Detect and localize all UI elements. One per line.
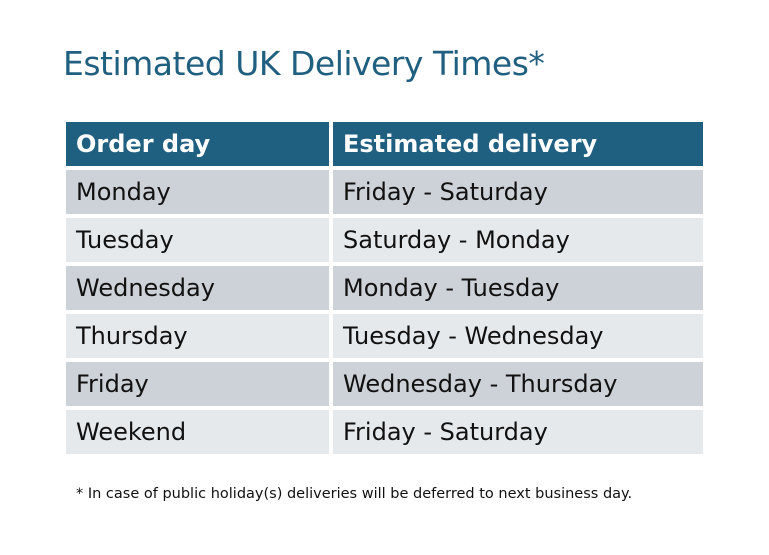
table-row: Wednesday Monday - Tuesday xyxy=(66,266,703,310)
order-day-cell: Tuesday xyxy=(66,218,329,262)
header-estimated-delivery: Estimated delivery xyxy=(333,122,703,166)
delivery-cell: Friday - Saturday xyxy=(333,410,703,454)
order-day-cell: Wednesday xyxy=(66,266,329,310)
order-day-cell: Thursday xyxy=(66,314,329,358)
delivery-cell: Monday - Tuesday xyxy=(333,266,703,310)
delivery-cell: Saturday - Monday xyxy=(333,218,703,262)
table-row: Weekend Friday - Saturday xyxy=(66,410,703,454)
table-row: Tuesday Saturday - Monday xyxy=(66,218,703,262)
order-day-cell: Friday xyxy=(66,362,329,406)
page-title: Estimated UK Delivery Times* xyxy=(63,44,545,83)
delivery-cell: Wednesday - Thursday xyxy=(333,362,703,406)
header-order-day: Order day xyxy=(66,122,329,166)
delivery-cell: Tuesday - Wednesday xyxy=(333,314,703,358)
order-day-cell: Weekend xyxy=(66,410,329,454)
table-header: Order day Estimated delivery xyxy=(66,122,703,166)
table-row: Monday Friday - Saturday xyxy=(66,170,703,214)
table-row: Friday Wednesday - Thursday xyxy=(66,362,703,406)
table-row: Thursday Tuesday - Wednesday xyxy=(66,314,703,358)
footnote: * In case of public holiday(s) deliverie… xyxy=(76,486,633,502)
order-day-cell: Monday xyxy=(66,170,329,214)
delivery-cell: Friday - Saturday xyxy=(333,170,703,214)
delivery-table: Order day Estimated delivery Monday Frida… xyxy=(62,118,707,458)
